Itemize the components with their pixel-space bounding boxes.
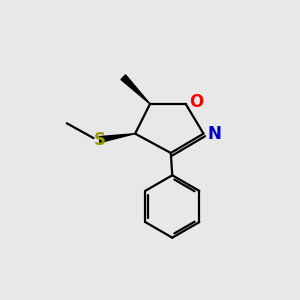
Text: O: O [190, 93, 204, 111]
Polygon shape [99, 134, 135, 142]
Text: N: N [207, 125, 221, 143]
Text: S: S [94, 130, 106, 148]
Polygon shape [121, 75, 150, 104]
